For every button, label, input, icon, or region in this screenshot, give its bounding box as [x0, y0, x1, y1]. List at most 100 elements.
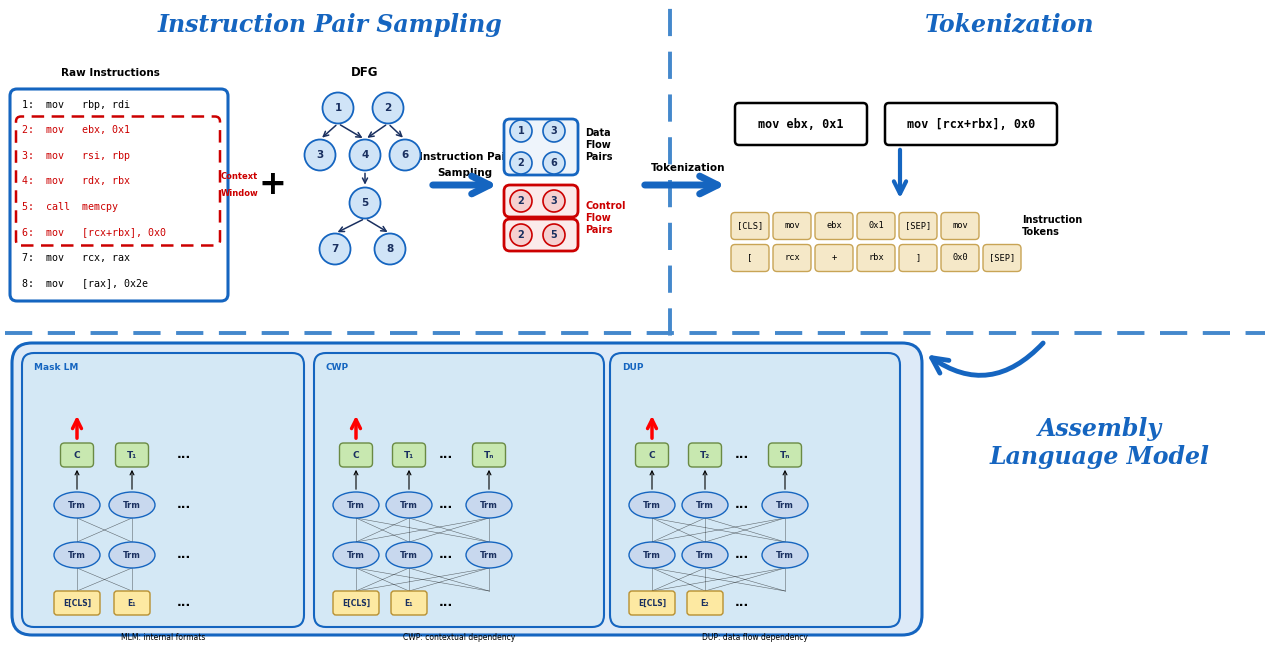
Ellipse shape: [629, 492, 675, 518]
FancyBboxPatch shape: [610, 353, 900, 627]
Ellipse shape: [629, 542, 675, 568]
Text: E₁: E₁: [127, 599, 136, 607]
Text: ...: ...: [177, 448, 191, 461]
FancyBboxPatch shape: [769, 443, 802, 467]
Text: Context: Context: [221, 172, 258, 182]
Text: [CLS]: [CLS]: [737, 221, 763, 231]
Text: 6:  mov   [rcx+rbx], 0x0: 6: mov [rcx+rbx], 0x0: [22, 227, 167, 237]
Circle shape: [372, 93, 403, 123]
Text: T₁: T₁: [404, 450, 414, 459]
FancyBboxPatch shape: [61, 443, 94, 467]
Text: Data
Flow
Pairs: Data Flow Pairs: [585, 129, 613, 162]
FancyBboxPatch shape: [11, 343, 921, 635]
Ellipse shape: [683, 542, 728, 568]
Text: C: C: [352, 450, 360, 459]
Ellipse shape: [53, 492, 100, 518]
FancyBboxPatch shape: [982, 245, 1021, 272]
Text: Trm: Trm: [69, 501, 86, 509]
Text: Assembly
Language Model: Assembly Language Model: [990, 417, 1210, 469]
Text: ...: ...: [177, 548, 191, 562]
Text: 5: 5: [361, 198, 369, 208]
Ellipse shape: [333, 542, 379, 568]
FancyBboxPatch shape: [53, 591, 100, 615]
Circle shape: [543, 224, 566, 246]
Text: [SEP]: [SEP]: [905, 221, 932, 231]
FancyBboxPatch shape: [339, 443, 372, 467]
FancyBboxPatch shape: [731, 213, 769, 239]
Text: +: +: [258, 168, 286, 202]
FancyBboxPatch shape: [333, 591, 379, 615]
FancyBboxPatch shape: [473, 443, 506, 467]
Text: Trm: Trm: [643, 501, 661, 509]
FancyBboxPatch shape: [393, 443, 426, 467]
Circle shape: [350, 188, 380, 219]
Text: mov [rcx+rbx], 0x0: mov [rcx+rbx], 0x0: [907, 117, 1035, 131]
Text: +: +: [831, 253, 836, 263]
Text: T₂: T₂: [700, 450, 710, 459]
Circle shape: [510, 190, 533, 212]
Text: 1: 1: [517, 126, 525, 136]
Text: rcx: rcx: [784, 253, 799, 263]
Text: Sampling: Sampling: [437, 168, 493, 178]
Text: E[CLS]: E[CLS]: [638, 599, 666, 607]
Circle shape: [510, 224, 533, 246]
Circle shape: [389, 139, 421, 170]
Text: rbx: rbx: [868, 253, 883, 263]
Text: 5: 5: [550, 230, 558, 240]
Text: ]: ]: [915, 253, 920, 263]
FancyArrowPatch shape: [932, 343, 1043, 375]
Ellipse shape: [683, 492, 728, 518]
Ellipse shape: [386, 492, 432, 518]
Text: 7: 7: [332, 244, 338, 254]
Text: DUP: data flow dependency: DUP: data flow dependency: [702, 633, 808, 642]
Text: Tokenization: Tokenization: [925, 13, 1094, 37]
Text: Instruction Pair: Instruction Pair: [419, 152, 511, 162]
Text: Trm: Trm: [400, 550, 418, 560]
Text: mov ebx, 0x1: mov ebx, 0x1: [759, 117, 844, 131]
Text: ...: ...: [438, 548, 454, 562]
Text: 0x0: 0x0: [952, 253, 969, 263]
Text: MLM: internal formats: MLM: internal formats: [121, 633, 205, 642]
Text: 0x1: 0x1: [868, 221, 883, 231]
Text: Trm: Trm: [697, 501, 714, 509]
Text: Instruction Pair Sampling: Instruction Pair Sampling: [158, 13, 502, 37]
Text: Trm: Trm: [643, 550, 661, 560]
Text: ...: ...: [735, 448, 749, 461]
FancyBboxPatch shape: [688, 591, 723, 615]
Circle shape: [543, 152, 566, 174]
Text: 4:  mov   rdx, rbx: 4: mov rdx, rbx: [22, 176, 130, 186]
Text: Trm: Trm: [123, 550, 141, 560]
FancyBboxPatch shape: [773, 245, 811, 272]
Text: mov: mov: [952, 221, 969, 231]
Text: [SEP]: [SEP]: [989, 253, 1016, 263]
Text: ...: ...: [735, 499, 749, 511]
Text: Control
Flow
Pairs: Control Flow Pairs: [585, 202, 625, 235]
Ellipse shape: [763, 542, 808, 568]
Text: 2: 2: [384, 103, 391, 113]
FancyBboxPatch shape: [857, 245, 895, 272]
Text: Trm: Trm: [480, 501, 498, 509]
Text: 6: 6: [550, 158, 558, 168]
Text: ...: ...: [438, 499, 454, 511]
FancyBboxPatch shape: [941, 213, 979, 239]
FancyBboxPatch shape: [314, 353, 604, 627]
Text: T₁: T₁: [127, 450, 137, 459]
Circle shape: [319, 233, 351, 265]
Circle shape: [305, 139, 336, 170]
Text: CWP: contextual dependency: CWP: contextual dependency: [403, 633, 515, 642]
FancyBboxPatch shape: [941, 245, 979, 272]
Text: Tₙ: Tₙ: [484, 450, 494, 459]
Text: ...: ...: [438, 448, 454, 461]
Text: Trm: Trm: [777, 550, 794, 560]
Ellipse shape: [333, 492, 379, 518]
Ellipse shape: [763, 492, 808, 518]
FancyBboxPatch shape: [10, 89, 228, 301]
FancyBboxPatch shape: [689, 443, 722, 467]
Text: ...: ...: [735, 548, 749, 562]
Text: Mask LM: Mask LM: [34, 363, 79, 372]
Text: ...: ...: [438, 597, 454, 609]
Text: 4: 4: [361, 150, 369, 160]
Text: [: [: [747, 253, 752, 263]
Text: 2:  mov   ebx, 0x1: 2: mov ebx, 0x1: [22, 125, 130, 135]
Text: Trm: Trm: [347, 550, 365, 560]
